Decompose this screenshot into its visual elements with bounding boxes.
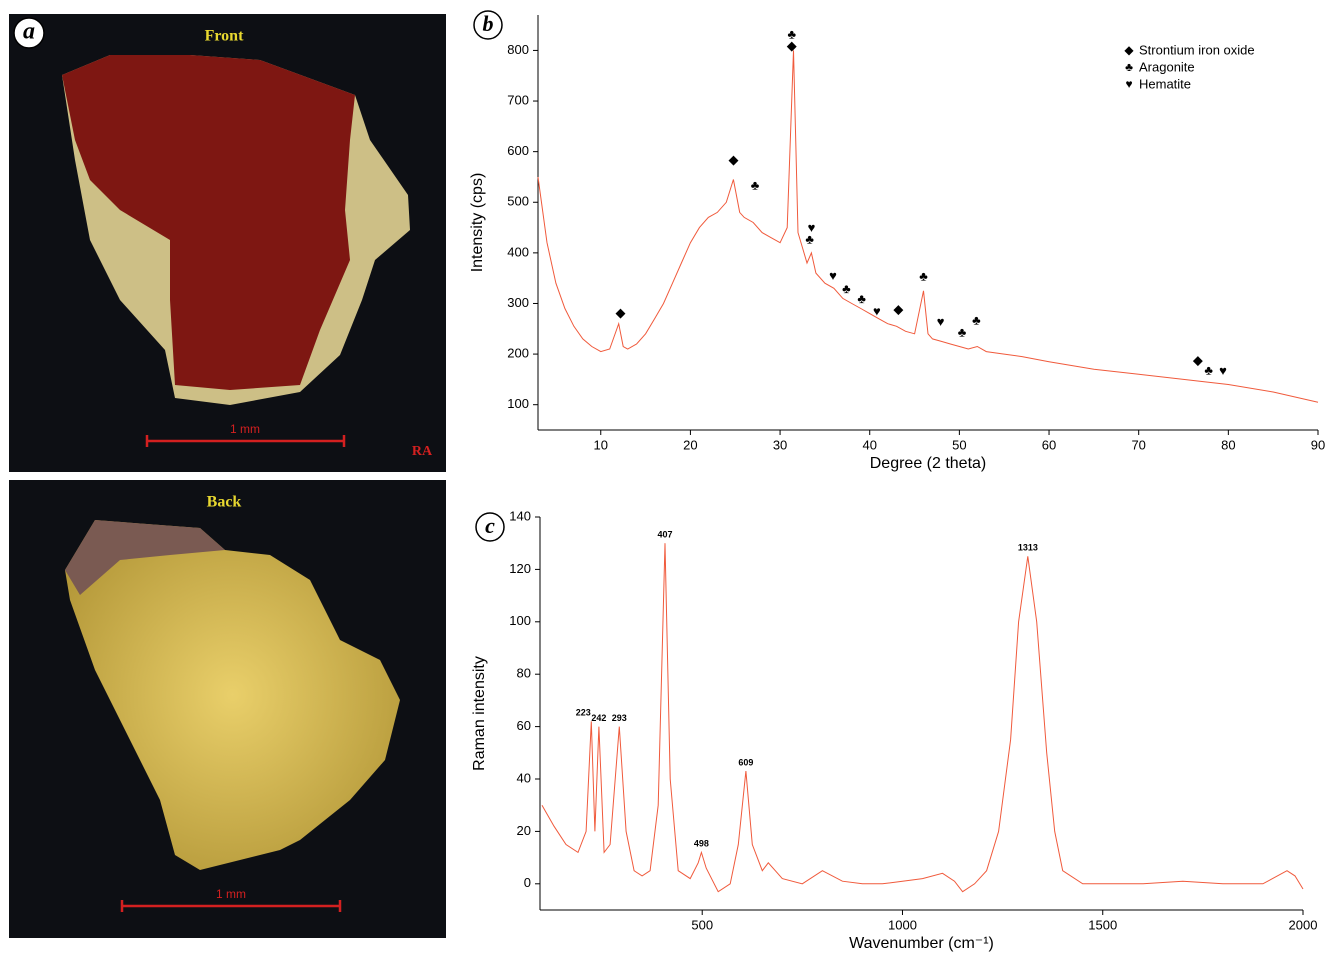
x-axis-label: Degree (2 theta) (870, 455, 987, 472)
peak-symbol: ◆ (893, 301, 903, 316)
y-tick-label: 500 (507, 194, 529, 209)
peak-symbol: ♣ (751, 177, 760, 192)
y-tick-label: 100 (507, 396, 529, 411)
y-tick-label: 200 (507, 346, 529, 361)
peak-symbol: ♣ (972, 313, 981, 328)
peak-label: 1313 (1018, 543, 1038, 553)
legend-symbol: ♥ (1125, 77, 1132, 91)
y-tick-label: 140 (509, 508, 531, 523)
legend-symbol: ♣ (1125, 60, 1133, 74)
photo-back: Back 1 mm (9, 480, 446, 938)
panel-label: c (485, 513, 495, 538)
peak-label: 609 (738, 758, 753, 768)
peak-symbol: ♥ (1219, 363, 1227, 378)
peak-symbol: ♥ (873, 304, 881, 319)
x-tick-label: 50 (952, 437, 966, 452)
legend-label: Strontium iron oxide (1139, 42, 1255, 57)
peak-label: 242 (591, 713, 606, 723)
data-line (542, 543, 1303, 892)
y-tick-label: 40 (517, 770, 531, 785)
panel-label: a (23, 19, 35, 45)
x-tick-label: 10 (594, 437, 608, 452)
x-tick-label: 2000 (1289, 917, 1318, 932)
peak-label: 407 (657, 530, 672, 540)
y-tick-label: 300 (507, 295, 529, 310)
legend-label: Hematite (1139, 76, 1191, 91)
peak-symbol: ♥ (937, 314, 945, 329)
photo-front: a Front 1 mm RA (9, 14, 446, 472)
figure: a Front 1 mm RA Back 1 mm 10 20 30 40 50 60 70… (0, 0, 1325, 953)
y-axis-label: Intensity (cps) (469, 173, 486, 273)
scale-label: 1 mm (230, 422, 260, 436)
x-tick-label: 500 (691, 917, 713, 932)
peak-symbol: ◆ (615, 305, 625, 320)
y-tick-label: 100 (509, 613, 531, 628)
y-tick-label: 120 (509, 561, 531, 576)
peak-symbol: ◆ (1193, 353, 1203, 368)
y-tick-label: 400 (507, 244, 529, 259)
photo-title: Front (205, 28, 244, 45)
legend-label: Aragonite (1139, 59, 1195, 74)
legend-symbol: ◆ (1124, 43, 1134, 57)
peak-symbol: ♣ (857, 291, 866, 306)
x-tick-label: 40 (862, 437, 876, 452)
peak-label: 223 (576, 708, 591, 718)
peak-symbol: ◆ (787, 38, 797, 53)
x-tick-label: 20 (683, 437, 697, 452)
panel-label: b (483, 11, 494, 36)
y-tick-label: 600 (507, 143, 529, 158)
y-tick-label: 0 (524, 875, 531, 890)
x-tick-label: 70 (1131, 437, 1145, 452)
y-axis-label: Raman intensity (471, 656, 488, 771)
x-tick-label: 1000 (888, 917, 917, 932)
photo-title: Back (207, 494, 242, 511)
scale-label: 1 mm (216, 887, 246, 901)
peak-symbol: ♣ (1204, 363, 1213, 378)
y-tick-label: 60 (517, 718, 531, 733)
y-tick-label: 80 (517, 666, 531, 681)
peak-symbol: ♥ (829, 268, 837, 283)
x-tick-label: 60 (1042, 437, 1056, 452)
peak-label: 498 (694, 839, 709, 849)
x-tick-label: 80 (1221, 437, 1235, 452)
peak-symbol: ♣ (958, 324, 967, 339)
x-tick-label: 90 (1311, 437, 1325, 452)
peak-symbol: ◆ (728, 152, 738, 167)
x-axis-label: Wavenumber (cm⁻¹) (849, 935, 994, 952)
peak-symbol: ♣ (805, 232, 814, 247)
y-tick-label: 700 (507, 92, 529, 107)
peak-label: 293 (612, 713, 627, 723)
data-line (538, 50, 1318, 402)
x-tick-label: 1500 (1088, 917, 1117, 932)
y-tick-label: 20 (517, 823, 531, 838)
y-tick-label: 800 (507, 42, 529, 57)
peak-symbol: ♣ (842, 281, 851, 296)
x-tick-label: 30 (773, 437, 787, 452)
photo-mark: RA (412, 444, 433, 459)
peak-symbol: ♣ (919, 269, 928, 284)
